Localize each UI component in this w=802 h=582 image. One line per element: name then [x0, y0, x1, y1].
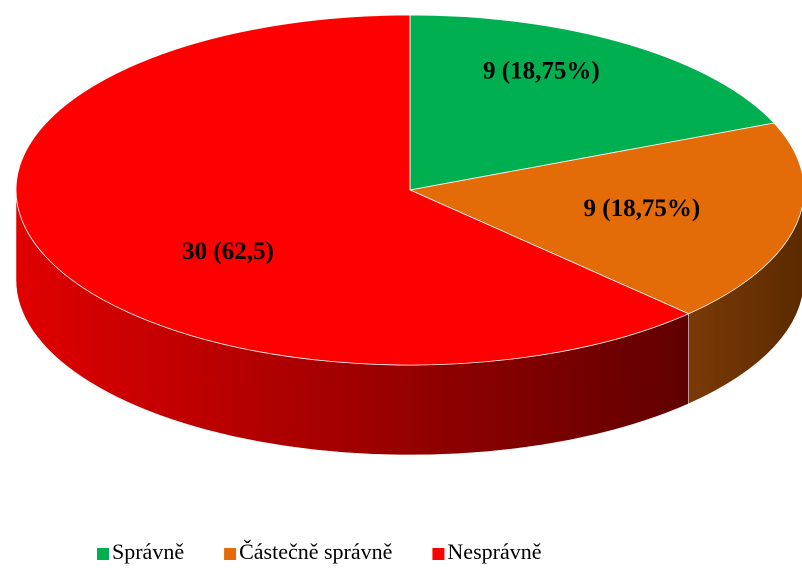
data-label: 30 (62,5)	[182, 238, 274, 265]
legend-label: Částečně správně	[239, 539, 392, 564]
legend-swatch	[224, 548, 237, 560]
pie-slice	[408, 122, 802, 315]
pie-slice	[409, 14, 775, 191]
legend-swatch	[97, 548, 109, 560]
pie-slice	[15, 14, 690, 366]
legend-label: Nesprávně	[447, 539, 541, 564]
data-label: 9 (18,75%)	[584, 195, 701, 222]
legend-label: Správně	[112, 539, 184, 564]
data-label: 9 (18,75%)	[483, 57, 600, 84]
legend-swatch	[432, 548, 445, 560]
